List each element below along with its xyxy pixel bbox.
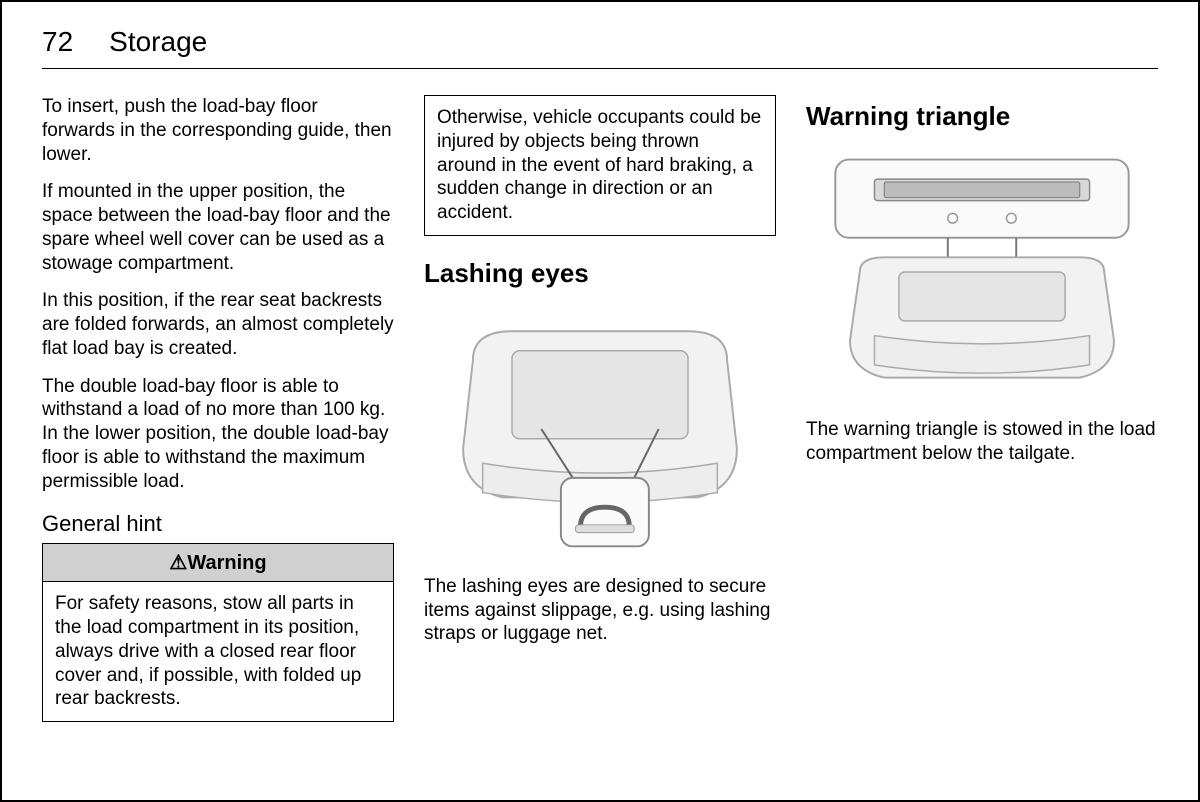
section-heading: Warning triangle — [806, 101, 1158, 132]
warning-body: For safety reasons, stow all parts in th… — [43, 582, 393, 721]
illustration-caption: The lashing eyes are designed to secure … — [424, 575, 776, 646]
paragraph: In this position, if the rear seat backr… — [42, 289, 394, 360]
warning-label: ⚠Warning — [43, 544, 393, 582]
paragraph: To insert, push the load-bay floor forwa… — [42, 95, 394, 166]
column-3: Warning triangle Th — [806, 95, 1158, 769]
lashing-eyes-illustration — [424, 299, 776, 559]
warning-continuation: Otherwise, vehicle occupants could be in… — [424, 95, 776, 236]
column-1: To insert, push the load-bay floor forwa… — [42, 95, 394, 769]
content-columns: To insert, push the load-bay floor forwa… — [42, 95, 1158, 769]
illustration-caption: The warning triangle is stowed in the lo… — [806, 418, 1158, 466]
page-number: 72 — [42, 26, 73, 58]
warning-triangle-illustration — [806, 142, 1158, 402]
subsection-heading: General hint — [42, 511, 394, 537]
manual-page: 72 Storage To insert, push the load-bay … — [0, 0, 1200, 802]
paragraph: If mounted in the upper position, the sp… — [42, 180, 394, 275]
chapter-title: Storage — [109, 26, 207, 58]
column-2: Otherwise, vehicle occupants could be in… — [424, 95, 776, 769]
page-header: 72 Storage — [42, 26, 1158, 69]
section-heading: Lashing eyes — [424, 258, 776, 289]
warning-box: ⚠Warning For safety reasons, stow all pa… — [42, 543, 394, 722]
paragraph: The double load-bay floor is able to wit… — [42, 375, 394, 494]
